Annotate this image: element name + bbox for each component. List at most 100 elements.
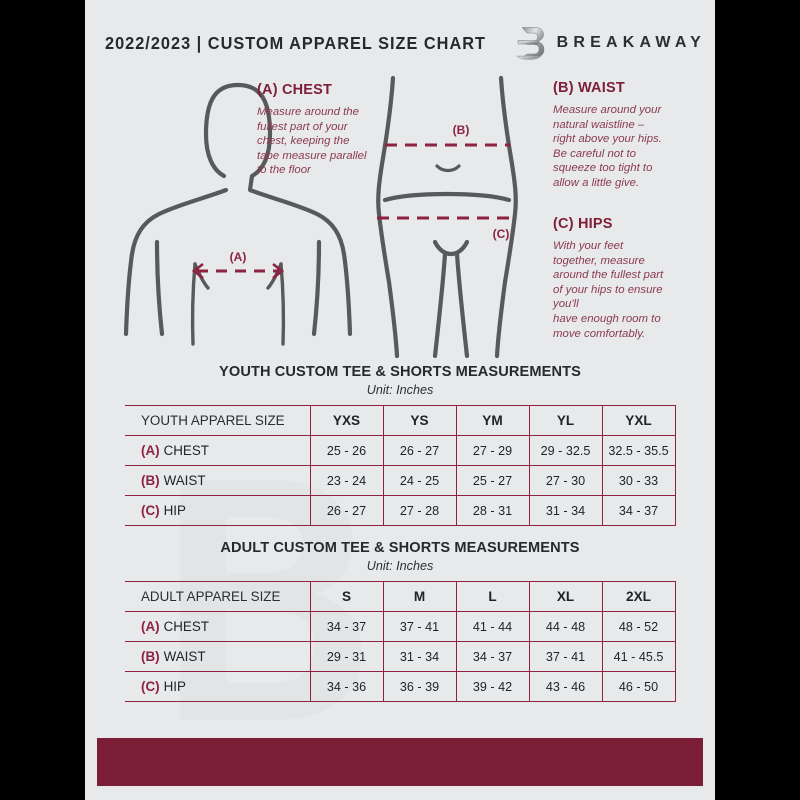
adult-chest-l: 41 - 44 <box>455 611 530 642</box>
youth-size-ys: YS <box>382 405 457 436</box>
adult-section: ADULT CUSTOM TEE & SHORTS MEASUREMENTS U… <box>125 540 676 702</box>
youth-row-chest-label: (A) CHEST <box>125 435 310 466</box>
adult-row-hip-label: (C) HIP <box>125 671 310 702</box>
row-tag-c: (C) <box>141 679 160 694</box>
adult-size-l: L <box>455 581 530 612</box>
adult-chest-xl: 44 - 48 <box>528 611 603 642</box>
adult-hip-s: 34 - 36 <box>309 671 384 702</box>
youth-hip-yl: 31 - 34 <box>528 495 603 526</box>
youth-size-yxl: YXL <box>601 405 676 436</box>
note-chest-title: (A) CHEST <box>257 82 333 98</box>
adult-header-label: ADULT APPAREL SIZE <box>125 581 310 612</box>
youth-size-ym: YM <box>455 405 530 436</box>
youth-size-table: YOUTH APPAREL SIZE YXS YS YM YL YXL (A) C… <box>125 405 676 526</box>
youth-chest-yxl: 32.5 - 35.5 <box>601 435 676 466</box>
youth-row-hip-label: (C) HIP <box>125 495 310 526</box>
adult-chest-m: 37 - 41 <box>382 611 457 642</box>
chest-line-label: (A) <box>230 250 247 264</box>
youth-chest-yl: 29 - 32.5 <box>528 435 603 466</box>
youth-chest-yxs: 25 - 26 <box>309 435 384 466</box>
measurement-illustrations: (A) (B) <box>85 72 715 362</box>
youth-hip-ym: 28 - 31 <box>455 495 530 526</box>
adult-waist-xl: 37 - 41 <box>528 641 603 672</box>
adult-hip-xl: 43 - 46 <box>528 671 603 702</box>
adult-size-s: S <box>309 581 384 612</box>
youth-waist-yxs: 23 - 24 <box>309 465 384 496</box>
row-name-waist: WAIST <box>163 649 206 664</box>
page-header: 2022/2023 | CUSTOM APPAREL SIZE CHART <box>85 26 715 60</box>
row-tag-b: (B) <box>141 649 160 664</box>
note-hips-title: (C) HIPS <box>553 216 613 232</box>
adult-row-waist-label: (B) WAIST <box>125 641 310 672</box>
adult-size-table: ADULT APPAREL SIZE S M L XL 2XL (A) CHEST… <box>125 581 676 702</box>
note-waist-body: Measure around your natural waistline – … <box>553 104 662 189</box>
youth-hip-yxs: 26 - 27 <box>309 495 384 526</box>
size-chart-page: 2022/2023 | CUSTOM APPAREL SIZE CHART <box>85 0 715 800</box>
youth-waist-yxl: 30 - 33 <box>601 465 676 496</box>
note-chest-body: Measure around the fullest part of your … <box>257 106 367 177</box>
table-header-row: YOUTH APPAREL SIZE YXS YS YM YL YXL <box>125 405 676 436</box>
row-tag-b: (B) <box>141 473 160 488</box>
page-title: 2022/2023 | CUSTOM APPAREL SIZE CHART <box>105 32 486 53</box>
youth-hip-yxl: 34 - 37 <box>601 495 676 526</box>
adult-size-2xl: 2XL <box>601 581 676 612</box>
youth-chest-ym: 27 - 29 <box>455 435 530 466</box>
youth-size-yxs: YXS <box>309 405 384 436</box>
waist-line-label: (B) <box>453 123 470 137</box>
row-tag-a: (A) <box>141 619 160 634</box>
adult-chest-s: 34 - 37 <box>309 611 384 642</box>
adult-section-title: ADULT CUSTOM TEE & SHORTS MEASUREMENTS <box>220 540 580 556</box>
table-row: (C) HIP 26 - 27 27 - 28 28 - 31 31 - 34 3… <box>125 495 676 526</box>
table-row: (A) CHEST 25 - 26 26 - 27 27 - 29 29 - 32… <box>125 435 676 466</box>
youth-section-unit: Unit: Inches <box>366 383 434 397</box>
youth-waist-ym: 25 - 27 <box>455 465 530 496</box>
chest-measure-line <box>191 262 285 280</box>
youth-size-yl: YL <box>528 405 603 436</box>
adult-row-chest-label: (A) CHEST <box>125 611 310 642</box>
adult-waist-l: 34 - 37 <box>455 641 530 672</box>
adult-section-unit: Unit: Inches <box>366 559 434 573</box>
row-name-hip: HIP <box>163 503 186 518</box>
adult-chest-2xl: 48 - 52 <box>601 611 676 642</box>
adult-hip-2xl: 46 - 50 <box>601 671 676 702</box>
footer-accent-bar <box>97 738 703 786</box>
note-hips-body: With your feet together, measure around … <box>553 240 664 340</box>
table-row: (C) HIP 34 - 36 36 - 39 39 - 42 43 - 46 4… <box>125 671 676 702</box>
row-name-waist: WAIST <box>163 473 206 488</box>
hips-line-label: (C) <box>493 227 510 241</box>
youth-waist-yl: 27 - 30 <box>528 465 603 496</box>
adult-hip-l: 39 - 42 <box>455 671 530 702</box>
torso-figure-icon: (A) <box>123 82 353 346</box>
note-waist: (B) WAIST Measure around your natural wa… <box>553 80 701 191</box>
note-waist-title: (B) WAIST <box>553 80 625 96</box>
adult-waist-2xl: 41 - 45.5 <box>601 641 676 672</box>
youth-waist-ys: 24 - 25 <box>382 465 457 496</box>
adult-size-m: M <box>382 581 457 612</box>
note-chest: (A) CHEST Measure around the fullest par… <box>257 82 405 178</box>
youth-header-label: YOUTH APPAREL SIZE <box>125 405 310 436</box>
note-hips: (C) HIPS With your feet together, measur… <box>553 216 701 341</box>
youth-row-waist-label: (B) WAIST <box>125 465 310 496</box>
youth-section-title: YOUTH CUSTOM TEE & SHORTS MEASUREMENTS <box>219 364 581 380</box>
adult-waist-m: 31 - 34 <box>382 641 457 672</box>
adult-size-xl: XL <box>528 581 603 612</box>
row-name-chest: CHEST <box>163 443 209 458</box>
brand-name: BREAKAWAY <box>556 34 706 51</box>
row-name-chest: CHEST <box>163 619 209 634</box>
row-name-hip: HIP <box>163 679 186 694</box>
row-tag-c: (C) <box>141 503 160 518</box>
adult-hip-m: 36 - 39 <box>382 671 457 702</box>
youth-chest-ys: 26 - 27 <box>382 435 457 466</box>
table-header-row: ADULT APPAREL SIZE S M L XL 2XL <box>125 581 676 612</box>
adult-waist-s: 29 - 31 <box>309 641 384 672</box>
breakaway-b-monogram-icon <box>516 27 544 60</box>
table-row: (B) WAIST 23 - 24 24 - 25 25 - 27 27 - 30… <box>125 465 676 496</box>
youth-hip-ys: 27 - 28 <box>382 495 457 526</box>
table-row: (A) CHEST 34 - 37 37 - 41 41 - 44 44 - 48… <box>125 611 676 642</box>
lower-body-figure-icon: (B) (C) <box>376 75 518 359</box>
table-row: (B) WAIST 29 - 31 31 - 34 34 - 37 37 - 41… <box>125 641 676 672</box>
brand-lockup: BREAKAWAY <box>515 25 706 61</box>
youth-section: YOUTH CUSTOM TEE & SHORTS MEASUREMENTS U… <box>125 364 676 526</box>
row-tag-a: (A) <box>141 443 160 458</box>
